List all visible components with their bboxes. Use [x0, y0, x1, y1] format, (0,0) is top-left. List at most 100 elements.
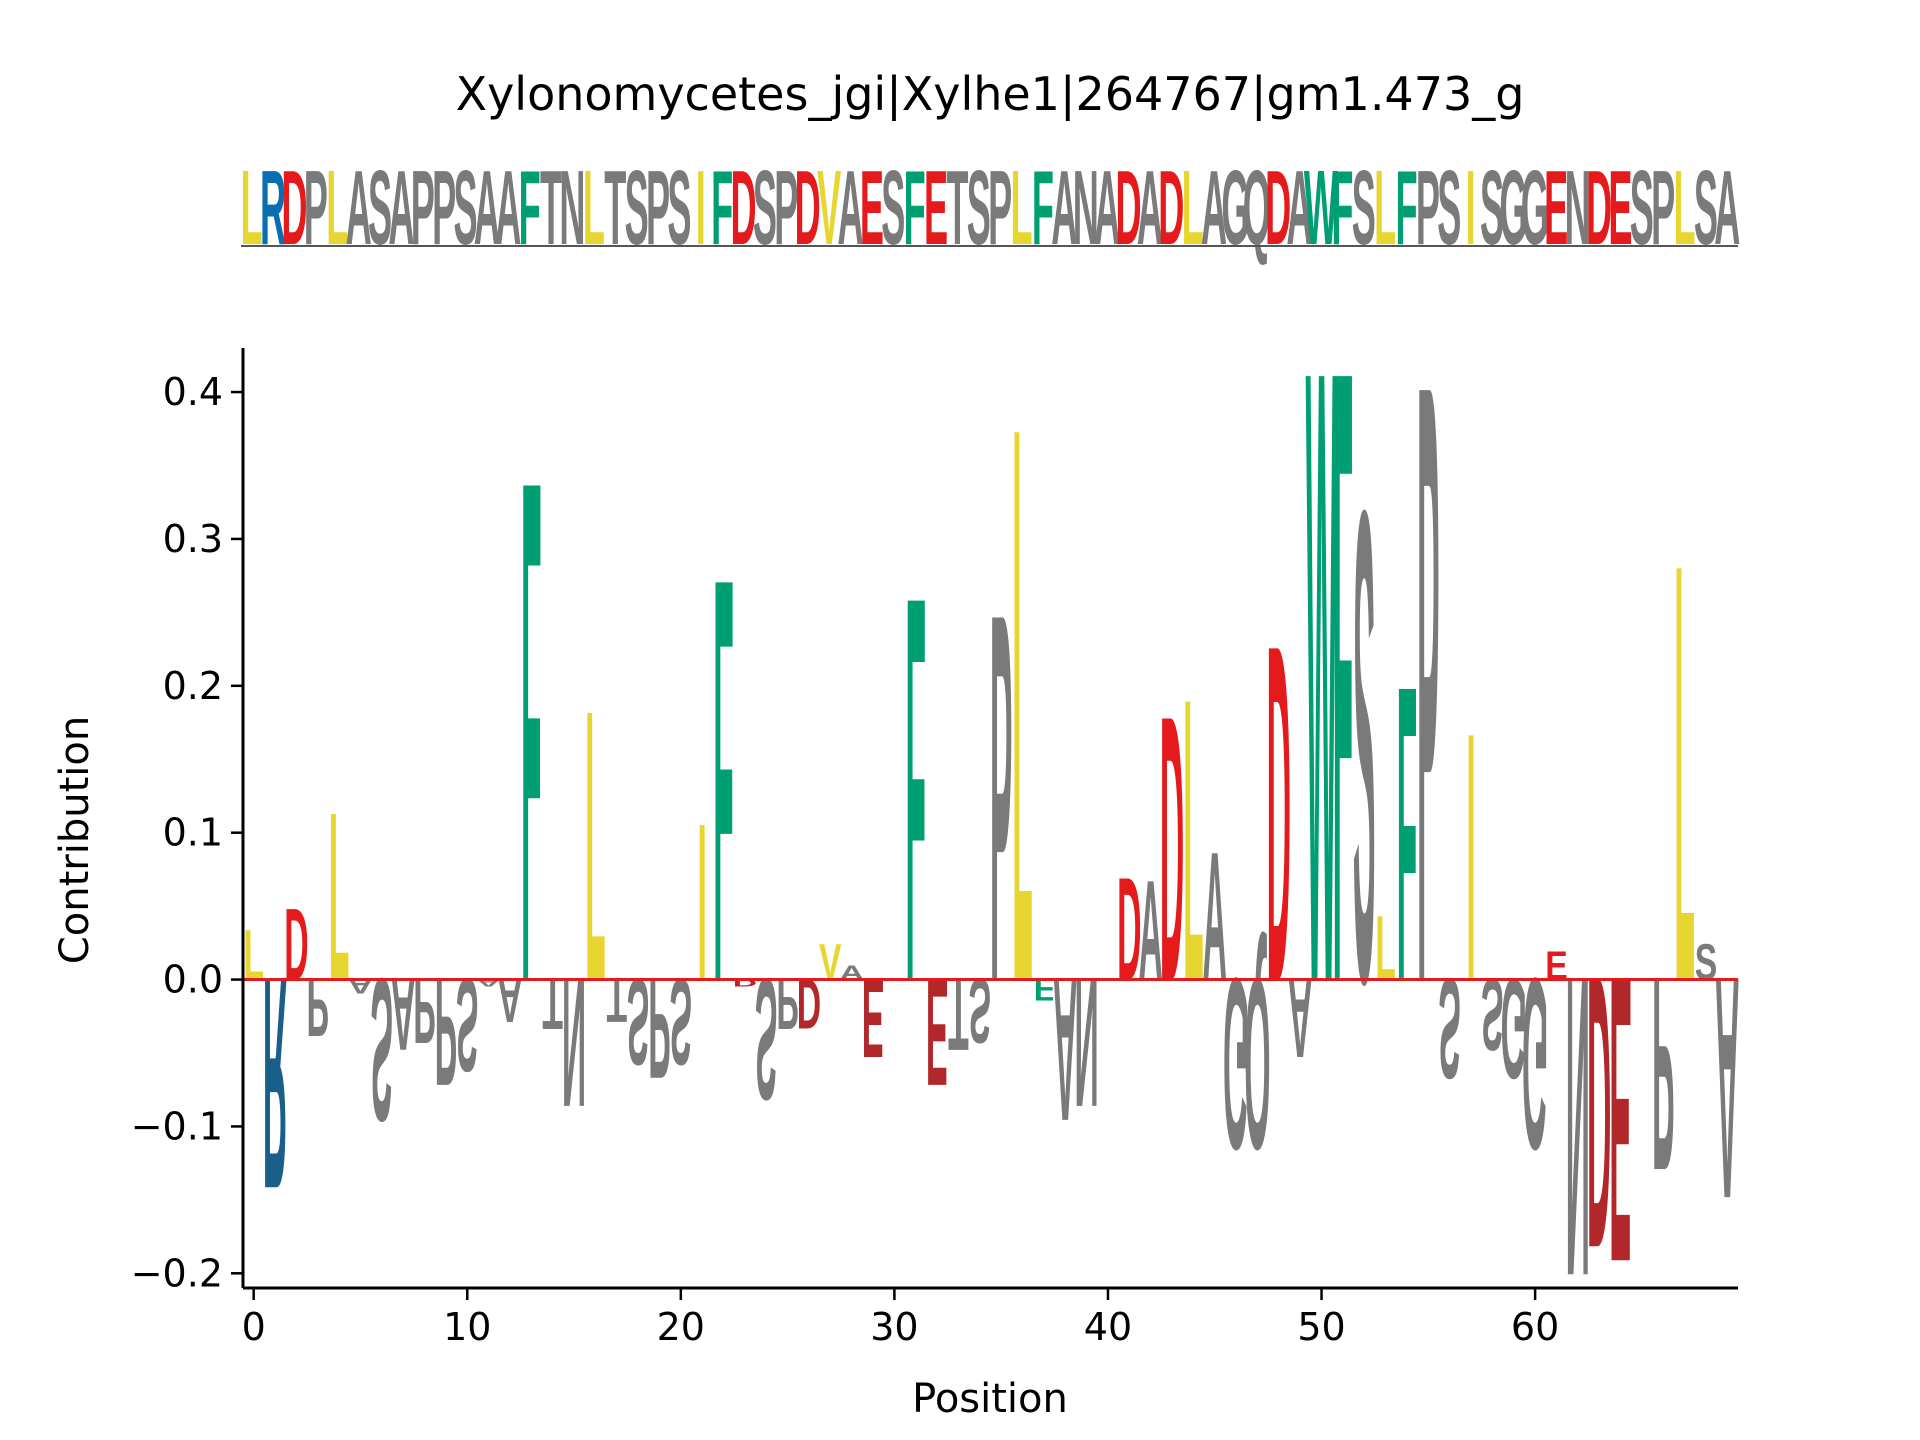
logo-letter: F [1333, 185, 1354, 1166]
sequence-letter: D [1265, 149, 1291, 267]
logo-letter: A [1288, 955, 1312, 1081]
logo-letter: N [1566, 888, 1590, 1366]
sequence-letter: S [625, 149, 649, 267]
logo-letter: P [1417, 205, 1440, 1162]
sequence-letter: A [474, 149, 500, 267]
sequence-letter: E [1608, 149, 1632, 267]
sequence-letter: I [696, 149, 706, 267]
sequence-letter: F [904, 149, 926, 267]
logo-letter: N [562, 941, 586, 1145]
logo-letter: S [1438, 949, 1461, 1109]
logo-letter: D [797, 964, 821, 1045]
logo-letter: E [862, 955, 885, 1081]
logo-letter: L [243, 914, 264, 995]
x-tick-label: 60 [1511, 1305, 1559, 1349]
logo-letter: F [1034, 973, 1055, 1007]
x-tick-label: 20 [657, 1305, 705, 1349]
sequence-letter: F [1395, 149, 1417, 267]
logo-letter: W [1306, 185, 1338, 1166]
sequence-letter: A [388, 149, 414, 267]
logo-letter: E [1545, 943, 1568, 989]
sequence-letter: P [1651, 149, 1675, 267]
logo-letter: A [476, 977, 500, 988]
logo-letter: S [1353, 371, 1376, 1122]
y-tick-label: 0.3 [163, 517, 223, 561]
sequence-letter: D [1115, 149, 1141, 267]
logo-letter: D [1160, 637, 1184, 1061]
x-tick-label: 0 [242, 1305, 266, 1349]
sequence-letter: S [1352, 149, 1376, 267]
logo-letter: A [1203, 814, 1227, 1018]
sequence-letter: A [346, 149, 372, 267]
sequence-letter: P [1416, 149, 1440, 267]
sequence-letter: N [1073, 149, 1099, 267]
logo-letter: D [284, 888, 308, 1002]
sequence-letter: T [946, 149, 968, 267]
sequence-letter: P [774, 149, 798, 267]
y-tick-label: 0.0 [163, 958, 223, 1002]
sequence-letter: N [1565, 149, 1591, 267]
sequence-letter: S [1630, 149, 1654, 267]
sequence-letter: D [281, 149, 307, 267]
y-tick-label: 0.4 [163, 370, 223, 414]
logo-letter: F [905, 481, 926, 1096]
logo-letter: L [329, 762, 350, 1031]
sequence-letter: P [646, 149, 670, 267]
sequence-letter: S [967, 149, 991, 267]
sequence-letter: P [432, 149, 456, 267]
logo-letter: S [755, 942, 778, 1135]
sequence-letter: S [454, 149, 478, 267]
sequence-letter: G [1521, 149, 1549, 267]
sequence-letter: T [540, 149, 562, 267]
sequence-letter: A [1051, 149, 1077, 267]
sequence-letter: A [1137, 149, 1163, 267]
sequence-letter: E [860, 149, 884, 267]
logo-letter: R [263, 915, 287, 1252]
y-axis-label: Contribution [52, 716, 98, 964]
logo-letter: S [670, 952, 693, 1088]
logo-letter: I [1466, 660, 1475, 1056]
sequence-letter: S [1437, 149, 1461, 267]
sequence-letter: L [241, 149, 263, 267]
logo-letter: L [1183, 615, 1204, 1066]
sequence-letter: F [519, 149, 541, 267]
sequence-letter: V [817, 149, 841, 267]
x-tick-label: 10 [443, 1305, 491, 1349]
logo-letter: D [1117, 847, 1141, 1011]
sequence-letter: S [753, 149, 777, 267]
logo-letter: L [585, 630, 606, 1063]
sequence-letter: L [1011, 149, 1033, 267]
logo-letter: P [306, 961, 329, 1052]
sequence-letter: P [988, 149, 1012, 267]
sequence-letter: S [368, 149, 392, 267]
sequence-letter: A [1714, 149, 1740, 267]
logo-letter: E [1609, 892, 1632, 1347]
sequence-letter: P [411, 149, 435, 267]
logo-letter: P [776, 964, 799, 1045]
sequence-letter: T [604, 149, 626, 267]
sequence-letter: N [559, 149, 585, 267]
logo-letter: A [498, 966, 522, 1034]
sequence-letter: D [1586, 149, 1612, 267]
sequence-letter: F [1032, 149, 1054, 267]
logo-letter: A [1053, 936, 1077, 1163]
logo-letter: S [1695, 935, 1718, 992]
sequence-letter: L [326, 149, 348, 267]
logo-letter: L [1674, 439, 1695, 1107]
sequence-letter: S [881, 149, 905, 267]
logo-letter: P [648, 949, 671, 1109]
sequence-letter: A [1287, 149, 1313, 267]
logo-letter: D [1587, 896, 1611, 1329]
x-axis-label: Position [912, 1376, 1068, 1422]
sequence-letter: W [1304, 149, 1338, 267]
logo-letter: I [697, 778, 706, 1028]
sequence-letter: A [495, 149, 521, 267]
logo-letter: D [1267, 545, 1291, 1082]
logo-letter: V [819, 935, 842, 992]
logo-letter: L [1375, 896, 1396, 1000]
logo-letter: S [969, 960, 992, 1064]
sequence-letter: A [1094, 149, 1120, 267]
